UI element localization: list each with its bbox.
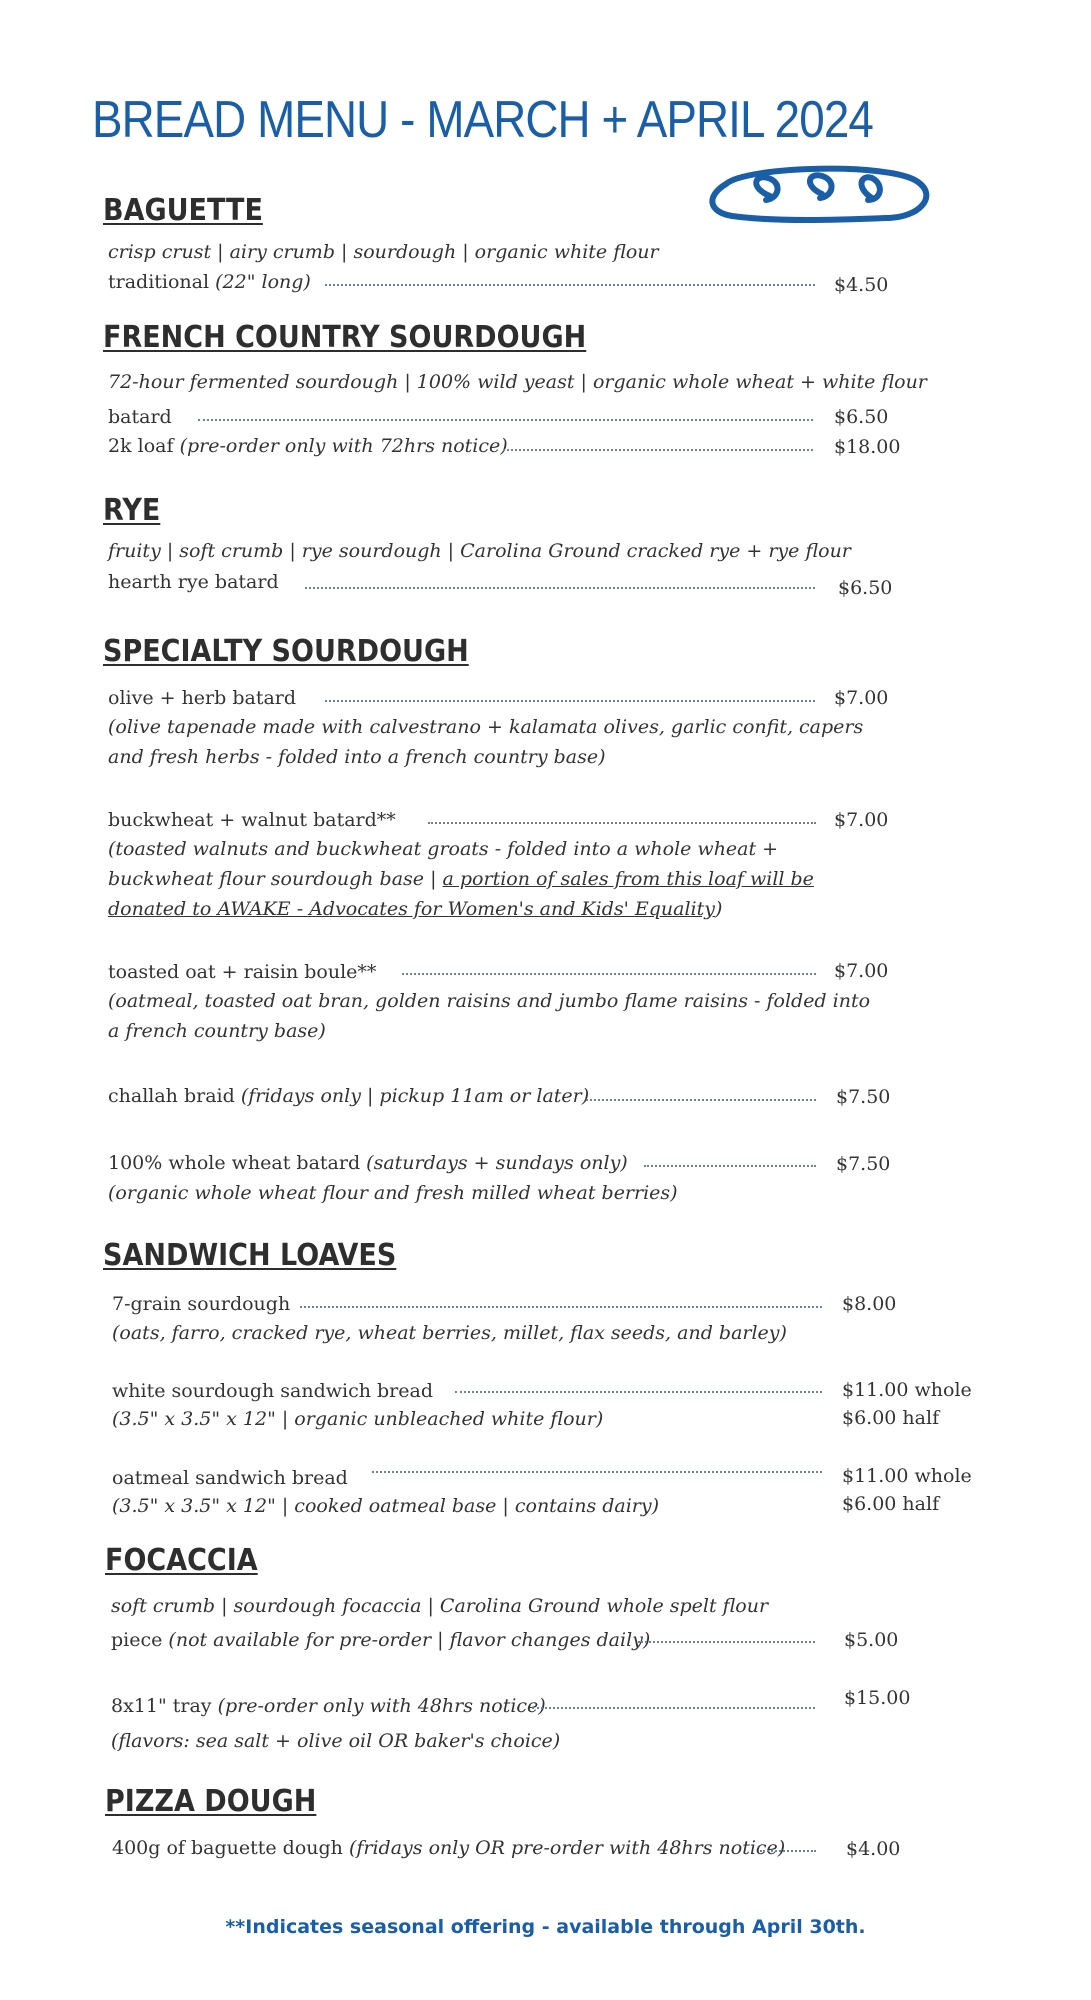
item-note: (3.5" x 3.5" x 12" | organic unbleached … (112, 1408, 604, 1430)
section-heading-baguette: BAGUETTE (103, 193, 263, 228)
item-note: (oats, farro, cracked rye, wheat berries… (112, 1322, 787, 1344)
dot-leader (638, 1641, 815, 1643)
menu-item-challah: challah braid (fridays only | pickup 11a… (108, 1085, 590, 1107)
dot-leader (428, 822, 816, 824)
menu-item-2k-loaf: 2k loaf (pre-order only with 72hrs notic… (108, 435, 508, 457)
item-price: $8.00 (842, 1293, 897, 1315)
dot-leader (644, 1165, 816, 1167)
section-heading-sandwich: SANDWICH LOAVES (103, 1238, 397, 1273)
item-price-half: $6.00 half (842, 1407, 940, 1429)
section-heading-french-country: FRENCH COUNTRY SOURDOUGH (103, 320, 587, 355)
section-heading-rye: RYE (103, 493, 161, 528)
section-heading-focaccia: FOCACCIA (105, 1543, 258, 1578)
item-price: $4.50 (834, 274, 889, 296)
section-heading-specialty: SPECIALTY SOURDOUGH (103, 634, 469, 669)
menu-item-traditional-baguette: traditional (22" long) (108, 271, 311, 293)
dot-leader (455, 1391, 822, 1393)
section-desc-baguette: crisp crust | airy crumb | sourdough | o… (108, 241, 659, 263)
menu-item-oat-raisin: toasted oat + raisin boule** (108, 961, 377, 983)
dot-leader (325, 700, 815, 702)
item-price: $7.00 (834, 960, 889, 982)
item-note: donated to AWAKE - Advocates for Women's… (108, 898, 723, 920)
item-price: $15.00 (844, 1687, 911, 1709)
menu-item-batard: batard (108, 406, 172, 428)
menu-item-buckwheat-walnut: buckwheat + walnut batard** (108, 809, 396, 831)
section-desc-focaccia: soft crumb | sourdough focaccia | Caroli… (111, 1595, 769, 1617)
dot-leader (402, 973, 816, 975)
item-price-half: $6.00 half (842, 1493, 940, 1515)
item-note: (flavors: sea salt + olive oil OR baker'… (111, 1730, 561, 1752)
item-note: (olive tapenade made with calvestrano + … (108, 716, 864, 738)
dot-leader (760, 1850, 816, 1852)
page-title: BREAD MENU - MARCH + APRIL 2024 (92, 91, 874, 149)
item-price: $6.50 (838, 577, 893, 599)
dot-leader (300, 1306, 822, 1308)
item-price: $11.00 whole (842, 1379, 972, 1401)
menu-item-focaccia-tray: 8x11" tray (pre-order only with 48hrs no… (111, 1695, 546, 1717)
dot-leader (325, 284, 815, 286)
item-price: $18.00 (834, 436, 901, 458)
section-desc-french-country: 72-hour fermented sourdough | 100% wild … (108, 371, 927, 393)
bread-loaf-icon (709, 165, 930, 223)
dot-leader (198, 419, 813, 421)
menu-item-focaccia-piece: piece (not available for pre-order | fla… (111, 1629, 651, 1651)
dot-leader (532, 1707, 815, 1709)
menu-item-whole-wheat-batard: 100% whole wheat batard (saturdays + sun… (108, 1152, 628, 1174)
item-price: $5.00 (844, 1629, 899, 1651)
item-note: (3.5" x 3.5" x 12" | cooked oatmeal base… (112, 1495, 660, 1517)
item-note: (organic whole wheat flour and fresh mil… (108, 1182, 678, 1204)
menu-item-hearth-rye: hearth rye batard (108, 571, 279, 593)
item-note: and fresh herbs - folded into a french c… (108, 746, 606, 768)
item-price: $7.00 (834, 687, 889, 709)
item-note: buckwheat flour sourdough base | a porti… (108, 868, 814, 890)
dot-leader (503, 449, 813, 451)
donation-note-link: donated to AWAKE - Advocates for Women's… (108, 898, 715, 920)
item-note: a french country base) (108, 1020, 326, 1042)
dot-leader (372, 1471, 822, 1473)
menu-item-white-sandwich: white sourdough sandwich bread (112, 1380, 433, 1402)
donation-note-link: a portion of sales from this loaf will b… (442, 868, 814, 890)
item-note: (toasted walnuts and buckwheat groats - … (108, 838, 779, 860)
menu-item-7-grain: 7-grain sourdough (112, 1293, 291, 1315)
seasonal-footnote: **Indicates seasonal offering - availabl… (225, 1916, 866, 1938)
menu-item-pizza-dough: 400g of baguette dough (fridays only OR … (112, 1837, 786, 1859)
item-price: $7.50 (836, 1086, 891, 1108)
item-price: $4.00 (846, 1838, 901, 1860)
section-desc-rye: fruity | soft crumb | rye sourdough | Ca… (108, 540, 851, 562)
item-price: $7.00 (834, 809, 889, 831)
item-price: $11.00 whole (842, 1465, 972, 1487)
menu-item-oatmeal-sandwich: oatmeal sandwich bread (112, 1467, 348, 1489)
item-note: (oatmeal, toasted oat bran, golden raisi… (108, 990, 871, 1012)
item-price: $6.50 (834, 406, 889, 428)
menu-item-olive-herb: olive + herb batard (108, 687, 297, 709)
dot-leader (586, 1099, 816, 1101)
item-price: $7.50 (836, 1153, 891, 1175)
dot-leader (305, 587, 815, 589)
section-heading-pizza: PIZZA DOUGH (105, 1784, 317, 1819)
